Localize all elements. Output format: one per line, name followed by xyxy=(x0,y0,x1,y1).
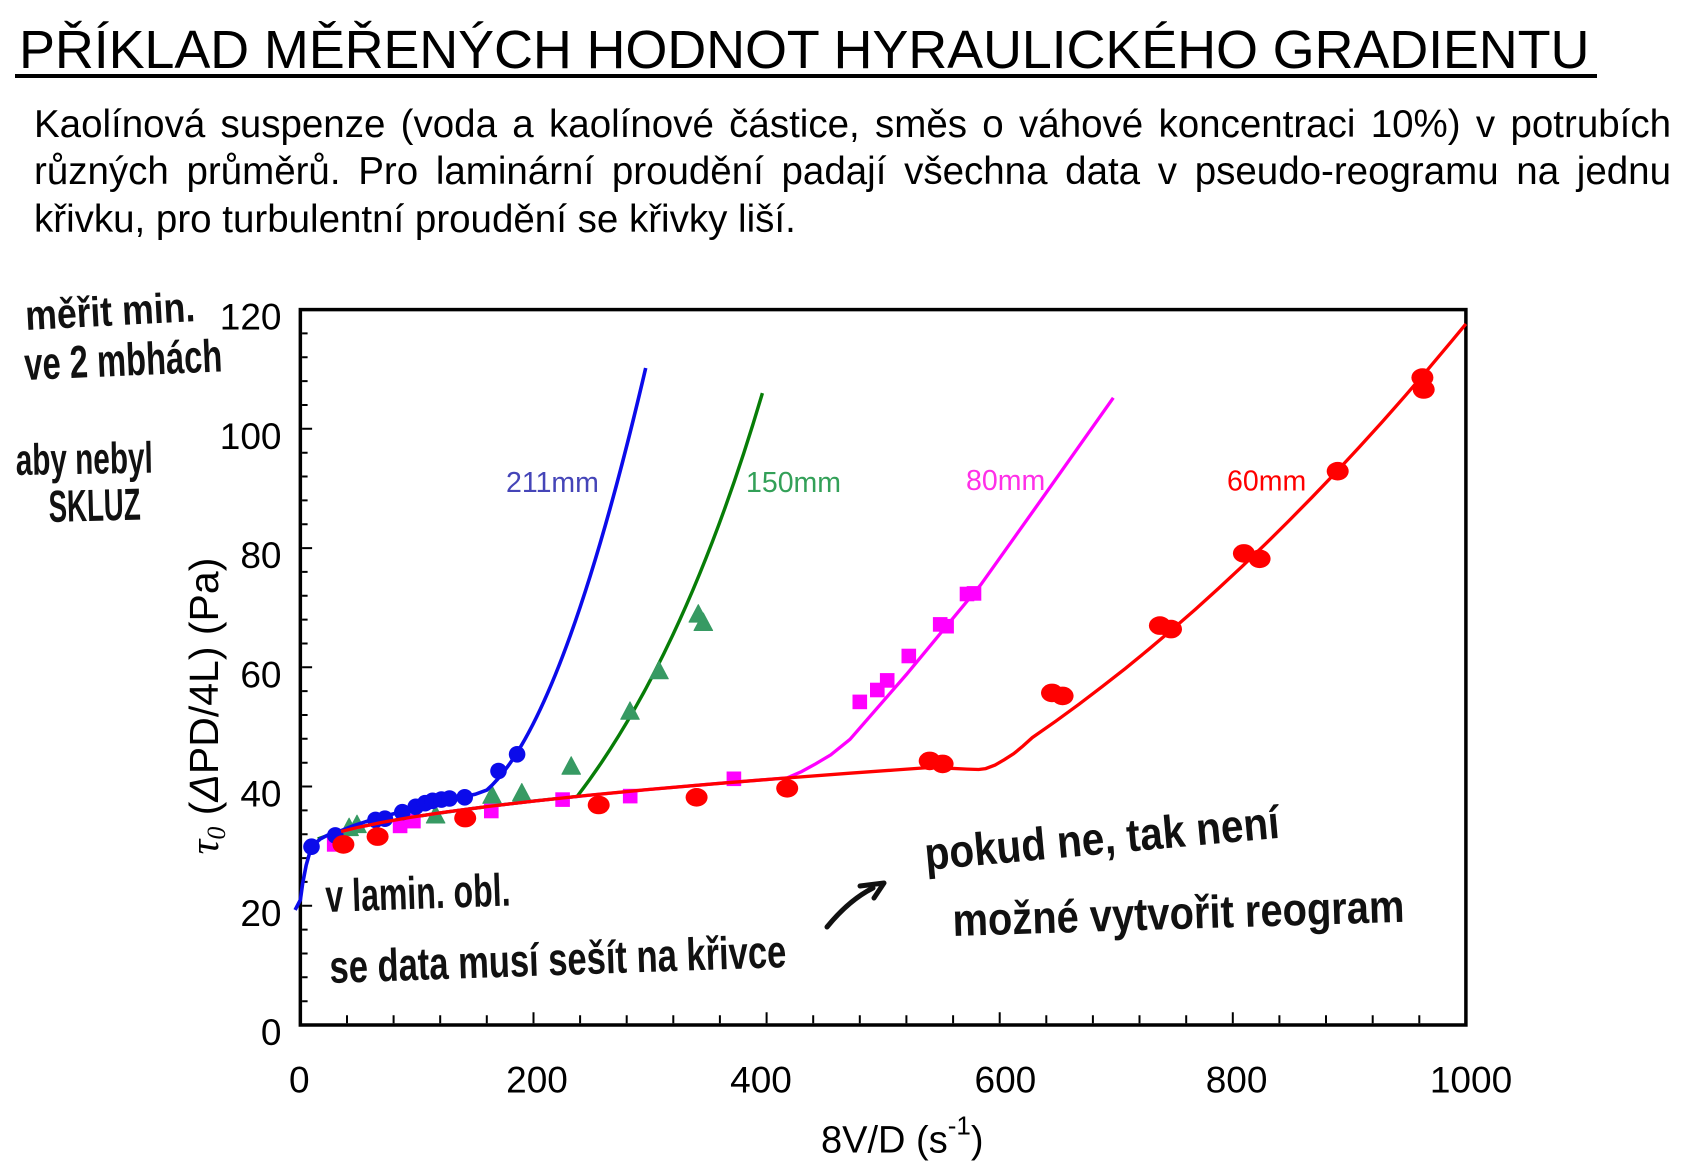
svg-text:20: 20 xyxy=(240,893,281,934)
svg-text:600: 600 xyxy=(975,1059,1037,1100)
svg-text:8V/D (s-1): 8V/D (s-1) xyxy=(821,1111,983,1162)
svg-text:211mm: 211mm xyxy=(506,467,599,499)
svg-text:80mm: 80mm xyxy=(966,465,1045,497)
svg-text:ve 2 mbhách: ve 2 mbhách xyxy=(23,329,223,390)
svg-text:60: 60 xyxy=(240,654,281,695)
svg-text:400: 400 xyxy=(730,1059,792,1100)
svg-text:SKLUZ: SKLUZ xyxy=(48,479,141,532)
svg-text:60mm: 60mm xyxy=(1227,466,1306,498)
svg-text:200: 200 xyxy=(506,1059,568,1100)
svg-text:800: 800 xyxy=(1206,1059,1268,1100)
svg-text:aby nebyl: aby nebyl xyxy=(15,434,153,485)
svg-text:možné vytvořit reogram: možné vytvořit reogram xyxy=(952,880,1405,946)
svg-text:v lamin. obl.: v lamin. obl. xyxy=(325,864,512,922)
svg-text:τ0 (ΔPD/4L) (Pa): τ0 (ΔPD/4L) (Pa) xyxy=(181,558,231,855)
svg-text:pokud ne, tak není: pokud ne, tak není xyxy=(922,796,1283,880)
svg-text:se data musí sešít na křivce: se data musí sešít na křivce xyxy=(329,925,788,993)
svg-text:40: 40 xyxy=(240,774,281,815)
svg-text:0: 0 xyxy=(261,1012,282,1053)
svg-text:0: 0 xyxy=(289,1059,310,1100)
svg-text:100: 100 xyxy=(220,416,282,457)
svg-text:150mm: 150mm xyxy=(746,467,841,499)
svg-text:1000: 1000 xyxy=(1430,1059,1512,1100)
svg-text:80: 80 xyxy=(240,535,281,576)
svg-text:120: 120 xyxy=(220,297,282,338)
svg-text:měřit min.: měřit min. xyxy=(24,283,196,339)
